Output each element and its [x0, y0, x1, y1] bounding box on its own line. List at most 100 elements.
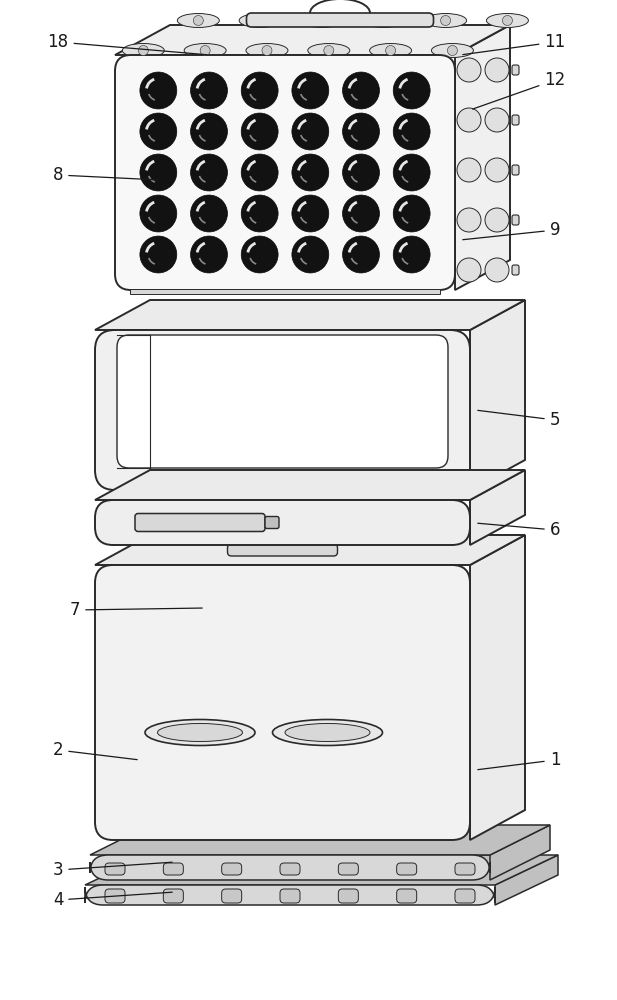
Polygon shape	[470, 470, 525, 545]
Circle shape	[191, 154, 228, 191]
Circle shape	[241, 236, 278, 273]
FancyBboxPatch shape	[512, 65, 519, 75]
FancyBboxPatch shape	[90, 855, 490, 880]
Ellipse shape	[370, 43, 412, 57]
Text: 12: 12	[473, 71, 566, 109]
Circle shape	[138, 45, 148, 55]
Text: 11: 11	[463, 33, 566, 55]
Circle shape	[191, 113, 228, 150]
Polygon shape	[490, 825, 550, 880]
Ellipse shape	[177, 13, 219, 27]
Text: 18: 18	[48, 33, 207, 55]
FancyBboxPatch shape	[397, 889, 416, 903]
Ellipse shape	[363, 13, 405, 27]
FancyBboxPatch shape	[228, 544, 337, 556]
Polygon shape	[455, 25, 510, 290]
FancyBboxPatch shape	[247, 13, 434, 27]
FancyBboxPatch shape	[338, 889, 358, 903]
FancyBboxPatch shape	[280, 889, 300, 903]
Circle shape	[140, 236, 177, 273]
Ellipse shape	[285, 724, 370, 742]
Ellipse shape	[246, 43, 288, 57]
Circle shape	[342, 154, 379, 191]
FancyBboxPatch shape	[512, 215, 519, 225]
Circle shape	[140, 72, 177, 109]
FancyBboxPatch shape	[117, 335, 448, 468]
Circle shape	[457, 258, 481, 282]
Circle shape	[447, 45, 457, 55]
Polygon shape	[90, 825, 550, 855]
Circle shape	[191, 236, 228, 273]
Circle shape	[393, 236, 430, 273]
FancyBboxPatch shape	[105, 889, 125, 903]
Circle shape	[140, 154, 177, 191]
Ellipse shape	[424, 13, 466, 27]
Circle shape	[140, 195, 177, 232]
Circle shape	[457, 208, 481, 232]
FancyBboxPatch shape	[512, 265, 519, 275]
Circle shape	[255, 15, 265, 25]
Polygon shape	[470, 300, 525, 490]
Polygon shape	[115, 25, 510, 55]
Circle shape	[342, 195, 379, 232]
Circle shape	[241, 113, 278, 150]
Circle shape	[393, 72, 430, 109]
Circle shape	[292, 195, 329, 232]
Text: 4: 4	[52, 891, 172, 909]
Circle shape	[485, 258, 509, 282]
Polygon shape	[95, 535, 525, 565]
Circle shape	[485, 208, 509, 232]
FancyBboxPatch shape	[265, 516, 279, 528]
Circle shape	[502, 15, 513, 25]
Circle shape	[485, 108, 509, 132]
Ellipse shape	[486, 13, 528, 27]
Circle shape	[386, 45, 395, 55]
Circle shape	[457, 158, 481, 182]
Polygon shape	[495, 855, 558, 905]
Circle shape	[193, 15, 204, 25]
Circle shape	[262, 45, 272, 55]
Ellipse shape	[184, 43, 226, 57]
Circle shape	[317, 15, 327, 25]
Ellipse shape	[239, 13, 281, 27]
Circle shape	[441, 15, 450, 25]
Circle shape	[485, 58, 509, 82]
Circle shape	[292, 154, 329, 191]
Text: 9: 9	[463, 221, 560, 240]
Circle shape	[292, 72, 329, 109]
FancyBboxPatch shape	[115, 55, 455, 290]
Polygon shape	[470, 535, 525, 840]
FancyBboxPatch shape	[164, 889, 183, 903]
Circle shape	[241, 195, 278, 232]
Circle shape	[457, 58, 481, 82]
Circle shape	[292, 236, 329, 273]
FancyBboxPatch shape	[135, 514, 265, 532]
Ellipse shape	[122, 43, 164, 57]
FancyBboxPatch shape	[512, 165, 519, 175]
Circle shape	[241, 72, 278, 109]
Polygon shape	[95, 300, 525, 330]
Text: 8: 8	[52, 166, 157, 184]
FancyBboxPatch shape	[280, 863, 300, 875]
Circle shape	[342, 236, 379, 273]
Circle shape	[324, 45, 334, 55]
Ellipse shape	[431, 43, 473, 57]
FancyBboxPatch shape	[222, 863, 242, 875]
Text: 3: 3	[52, 861, 172, 879]
Circle shape	[191, 72, 228, 109]
FancyBboxPatch shape	[512, 115, 519, 125]
Circle shape	[393, 113, 430, 150]
Polygon shape	[95, 470, 525, 500]
Ellipse shape	[301, 13, 343, 27]
FancyBboxPatch shape	[455, 863, 475, 875]
Circle shape	[457, 108, 481, 132]
FancyBboxPatch shape	[338, 863, 358, 875]
FancyBboxPatch shape	[105, 863, 125, 875]
Circle shape	[191, 195, 228, 232]
Circle shape	[393, 154, 430, 191]
Circle shape	[393, 195, 430, 232]
FancyBboxPatch shape	[222, 889, 242, 903]
Text: 7: 7	[70, 601, 202, 619]
Text: 6: 6	[478, 521, 560, 539]
Ellipse shape	[145, 720, 255, 746]
